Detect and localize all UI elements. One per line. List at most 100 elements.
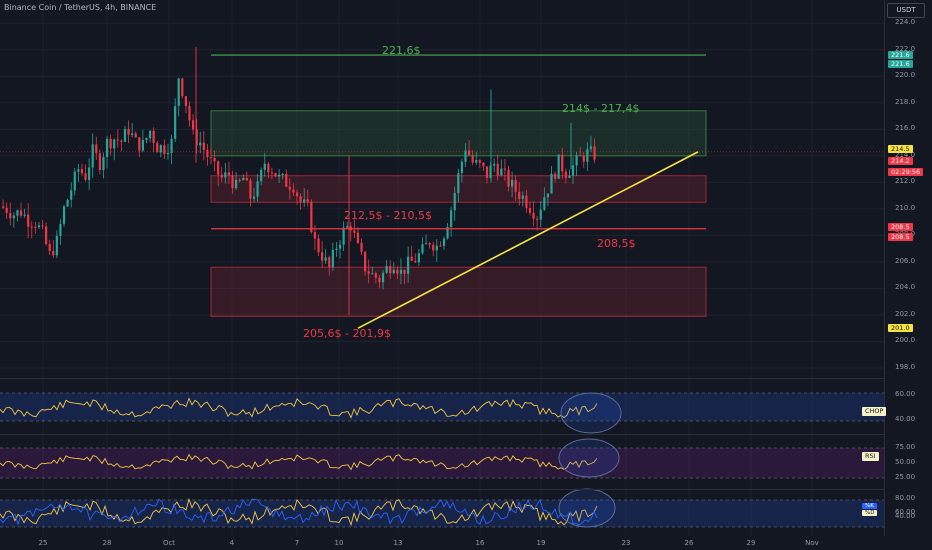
stoch-k-tag[interactable]: %K [862, 503, 877, 509]
support-label: 208,5$ [597, 237, 636, 250]
price-tick: 200.0 [895, 336, 916, 345]
candle [295, 192, 299, 197]
candle [367, 271, 370, 274]
rsi-highlight-circle [558, 438, 620, 478]
candle [148, 130, 152, 139]
candle [593, 146, 596, 160]
candle [514, 179, 517, 192]
candle [30, 226, 33, 228]
lower-red-zone-label: 205,6$ - 201,9$ [303, 327, 391, 340]
time-tick: 16 [475, 539, 485, 547]
candle [131, 133, 134, 135]
indicator-panes [0, 392, 884, 528]
price-tag: 201.0 [888, 324, 913, 333]
candle [285, 174, 288, 187]
candle [245, 177, 248, 181]
candle [539, 209, 542, 220]
candle [561, 154, 564, 172]
time-tick: 13 [393, 539, 403, 547]
indicator-level-tick: 75.00 [895, 443, 916, 451]
candle [263, 163, 266, 170]
candle [586, 149, 589, 162]
candle [238, 179, 241, 181]
stoch-d-tag[interactable]: %D [862, 510, 878, 516]
candle [579, 155, 582, 157]
candle [403, 269, 406, 274]
candle [417, 253, 420, 263]
candle [496, 163, 499, 176]
ascending-trendline [357, 151, 699, 329]
candle [213, 157, 216, 162]
candle [356, 232, 360, 243]
candle [528, 208, 532, 213]
candle [485, 166, 489, 178]
candle [16, 210, 19, 216]
candle [313, 232, 317, 239]
candle [281, 174, 284, 176]
candle [457, 173, 460, 193]
candle [589, 146, 593, 150]
candle [478, 160, 481, 163]
indicator-level-tick: 60.00 [895, 390, 916, 398]
chop-indicator-tag[interactable]: CHOP [862, 407, 887, 416]
candle [392, 269, 395, 274]
currency-button[interactable]: USDT [887, 3, 925, 18]
green-zone-label: 214$ - 217,4$ [562, 102, 640, 115]
candle [199, 142, 202, 146]
candle [464, 150, 467, 162]
candle [177, 78, 180, 106]
price-tick: 224.0 [895, 18, 916, 27]
price-tick: 212.0 [895, 177, 916, 186]
candle [518, 191, 521, 199]
candle [532, 212, 535, 219]
candle [331, 249, 334, 268]
rsi-line [0, 453, 598, 471]
candle [62, 206, 66, 224]
candle [66, 199, 69, 207]
symbol-title[interactable]: Binance Coin / TetherUS, 4h, BINANCE [4, 3, 157, 12]
candle [73, 171, 76, 191]
price-tick: 216.0 [895, 124, 916, 133]
time-tick: 23 [621, 539, 631, 547]
candle [510, 179, 514, 187]
time-tick: 4 [229, 539, 235, 547]
candle [346, 226, 349, 228]
candle [227, 172, 231, 176]
candle [424, 243, 428, 245]
candle [77, 169, 80, 172]
candle [550, 173, 553, 194]
candle [396, 269, 399, 274]
candle [19, 210, 23, 216]
resistance-label: 221,6$ [382, 44, 421, 57]
candle [252, 196, 256, 199]
price-tag: 221.6 [888, 51, 913, 60]
price-tag: 221.6 [888, 60, 913, 69]
candle [127, 128, 130, 135]
candle [378, 277, 381, 283]
stoch-k-line [0, 498, 598, 526]
time-tick: Oct [162, 539, 176, 547]
candle [407, 256, 410, 274]
candle [553, 173, 557, 179]
candle [141, 139, 144, 151]
candle [446, 226, 449, 239]
candle [188, 105, 191, 121]
candle [70, 190, 73, 200]
rsi-indicator-tag[interactable]: RSI [862, 452, 879, 461]
candle [389, 265, 392, 274]
candle [399, 269, 403, 274]
time-tick: 29 [746, 539, 756, 547]
candle [371, 273, 374, 275]
candle [428, 243, 431, 245]
candle [134, 133, 137, 138]
candle [338, 244, 342, 249]
candle [95, 144, 98, 154]
indicator-level-tick: 40.00 [895, 512, 916, 520]
candle [299, 196, 302, 203]
candle [414, 260, 417, 263]
candle [55, 235, 58, 256]
stoch-highlight-circle [558, 488, 616, 528]
upper-red-zone-label: 212,5$ - 210,5$ [344, 209, 432, 222]
candle [184, 96, 188, 106]
